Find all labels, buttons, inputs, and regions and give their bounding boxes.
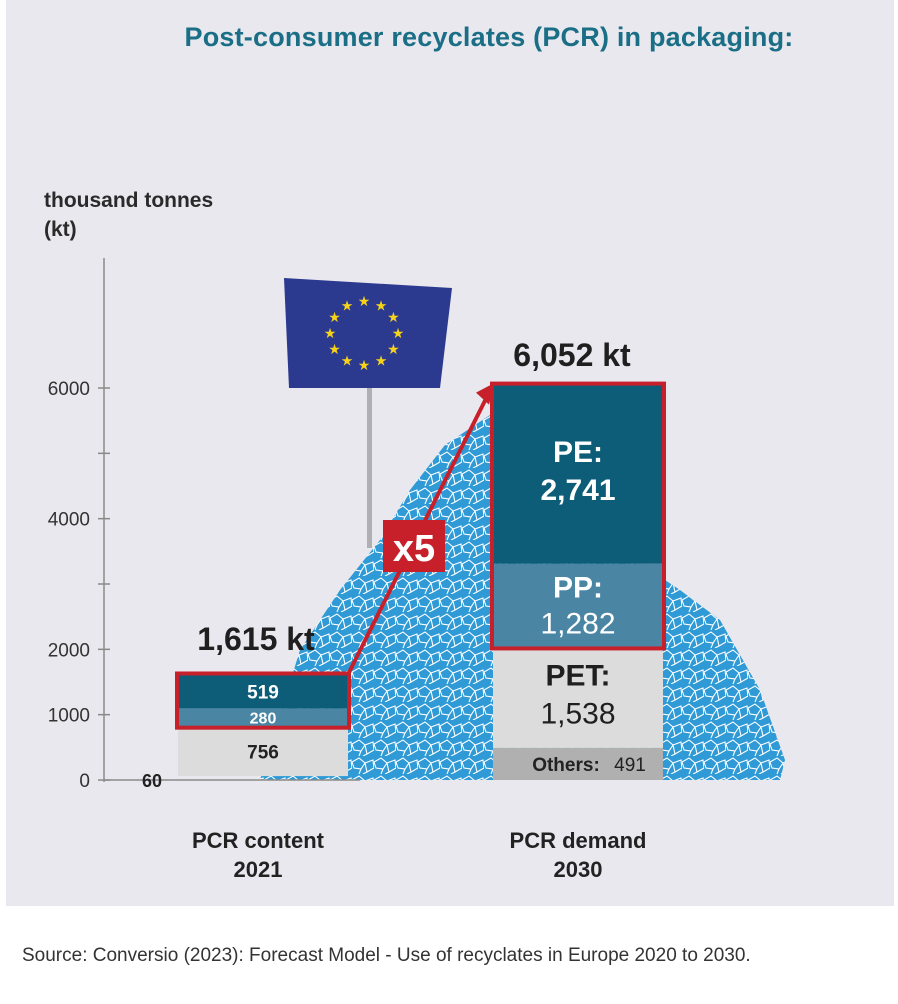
highlight-2021 xyxy=(175,671,351,730)
total-2030: 6,052 kt xyxy=(513,337,631,373)
flag-star-icon: ★ xyxy=(328,341,341,357)
bar-labels: 60 756 280 519 1,615 kt Others: 491 PET: 1,538 P… xyxy=(142,337,646,882)
label-2030-pp-value: 1,282 xyxy=(540,608,615,641)
label-2030-pp-name: PP: xyxy=(553,572,603,605)
y-tick-label: 4000 xyxy=(48,510,90,531)
label-2030-pet-name: PET: xyxy=(545,660,610,693)
y-tick-label: 2000 xyxy=(48,640,90,661)
y-tick-label: 6000 xyxy=(48,379,90,400)
category-year-0: 2021 xyxy=(234,857,283,882)
label-2021-pe: 519 xyxy=(247,682,279,703)
y-axis-unit-label: thousand tonnes (kt) xyxy=(44,186,213,244)
growth-badge-label: x5 xyxy=(393,528,435,570)
highlight-2030 xyxy=(490,381,666,651)
label-2021-pet: 756 xyxy=(247,742,279,763)
flag-star-icon: ★ xyxy=(358,357,371,373)
y-axis: 0 1000 2000 4000 6000 xyxy=(48,258,360,792)
y-tick-label: 0 xyxy=(79,771,90,792)
label-2030-pe-value: 2,741 xyxy=(540,474,615,507)
bar-2021-pp xyxy=(178,708,348,727)
source-note: Source: Conversio (2023): Forecast Model… xyxy=(22,945,751,966)
eu-flag-icon: ★★★★★★★★★ ★ ★★ xyxy=(284,278,452,548)
flag-cloth xyxy=(284,278,452,388)
flag-star-icon: ★ xyxy=(328,309,341,325)
label-2030-pet-value: 1,538 xyxy=(540,698,615,731)
label-2030-others-name: Others: xyxy=(532,755,600,776)
flag-star-icon: ★ xyxy=(387,341,400,357)
flag-star-icon: ★ xyxy=(358,293,371,309)
category-label-1: PCR demand xyxy=(510,828,647,853)
flag-pole xyxy=(367,388,372,548)
label-2030-others-value: 491 xyxy=(614,755,646,776)
growth-arrow-head-icon xyxy=(476,382,495,405)
flag-star-icon: ★ xyxy=(341,297,354,313)
y-axis-unit-line-2: (kt) xyxy=(44,218,77,241)
chart-title: Post-consumer recyclates (PCR) in packag… xyxy=(184,22,794,52)
bar-2030-pp xyxy=(493,563,663,648)
bars xyxy=(175,381,666,780)
bar-2030-others xyxy=(493,747,663,780)
flag-star-icon: ★ xyxy=(324,325,337,341)
flag-star-icon: ★ xyxy=(392,325,405,341)
category-year-1: 2030 xyxy=(554,857,603,882)
flag-star-icon: ★ xyxy=(375,297,388,313)
bar-2030-pe xyxy=(493,384,663,564)
bar-2021-pet xyxy=(178,726,348,777)
total-2021: 1,615 kt xyxy=(197,621,315,657)
label-2021-others: 60 xyxy=(142,771,162,791)
label-2030-pe-name: PE: xyxy=(553,436,603,469)
flag-star-icon: ★ xyxy=(375,353,388,369)
y-axis-unit-line-1: thousand tonnes xyxy=(44,189,214,212)
y-tick-label: 1000 xyxy=(48,706,90,727)
category-label-0: PCR content xyxy=(192,828,325,853)
label-2021-pp: 280 xyxy=(250,711,277,728)
bar-2030-pet xyxy=(493,647,663,748)
growth-badge xyxy=(383,520,445,572)
bar-2021-pe xyxy=(178,674,348,709)
flag-star-icon: ★ xyxy=(387,309,400,325)
flag-star-icon: ★ xyxy=(341,353,354,369)
